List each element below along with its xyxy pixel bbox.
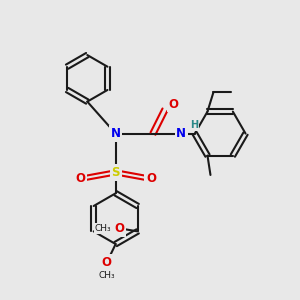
Text: O: O bbox=[75, 172, 85, 185]
Text: O: O bbox=[168, 98, 178, 111]
Text: O: O bbox=[146, 172, 156, 185]
Text: CH₃: CH₃ bbox=[98, 271, 115, 280]
Text: S: S bbox=[111, 166, 120, 179]
Text: N: N bbox=[176, 127, 186, 140]
Text: O: O bbox=[115, 222, 125, 235]
Text: H: H bbox=[190, 120, 198, 130]
Text: O: O bbox=[102, 256, 112, 269]
Text: N: N bbox=[111, 127, 121, 140]
Text: CH₃: CH₃ bbox=[95, 224, 112, 233]
